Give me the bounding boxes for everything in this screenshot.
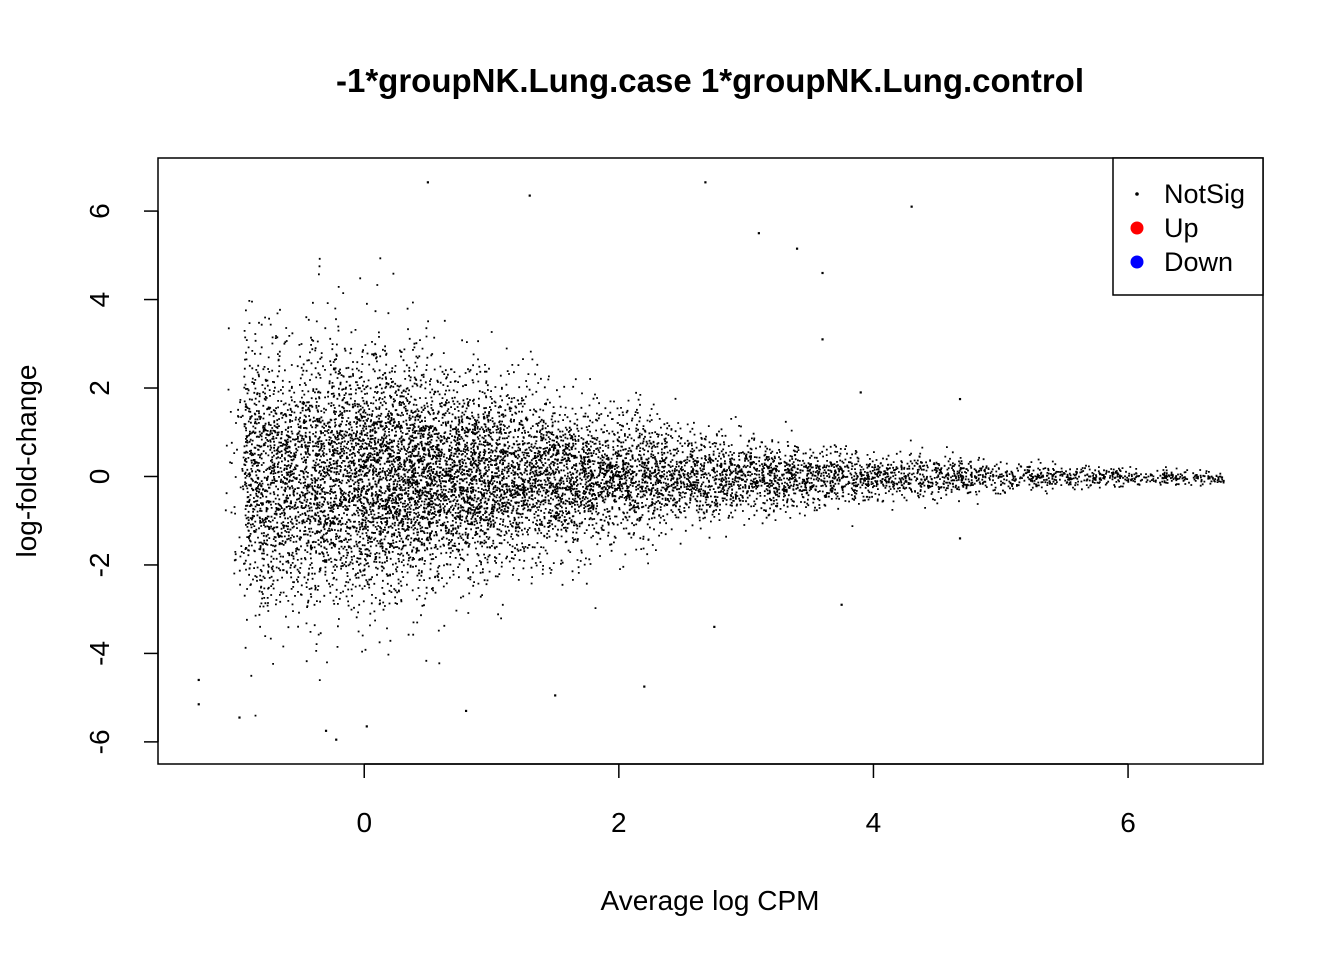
scatter-points	[197, 181, 1225, 741]
notsig-points	[224, 257, 1225, 717]
outlier-point	[859, 391, 862, 394]
legend-label: NotSig	[1164, 179, 1245, 209]
outlier-point	[821, 338, 824, 341]
outlier-point	[958, 397, 962, 401]
y-tick-label: 2	[84, 380, 115, 396]
y-axis-label: log-fold-change	[11, 364, 42, 557]
outlier-point	[365, 725, 368, 728]
x-tick-label: 2	[611, 807, 627, 838]
legend: NotSig Up Down	[1112, 157, 1264, 296]
x-tick-label: 6	[1120, 807, 1136, 838]
outlier-point	[840, 603, 843, 606]
outlier-point	[197, 678, 200, 682]
outlier-point	[643, 685, 646, 688]
outlier-point	[713, 625, 716, 628]
legend-marker	[1135, 192, 1139, 196]
x-tick-label: 0	[356, 807, 372, 838]
outlier-point	[528, 194, 531, 197]
chart-title: -1*groupNK.Lung.case 1*groupNK.Lung.cont…	[336, 62, 1084, 99]
x-tick-label: 4	[866, 807, 882, 838]
legend-label: Up	[1164, 213, 1199, 243]
outlier-point	[324, 729, 328, 732]
outlier-point	[958, 537, 962, 540]
x-axis: 0 2 4 6	[356, 763, 1136, 838]
legend-label: Down	[1164, 247, 1233, 277]
y-tick-label: -4	[84, 641, 115, 666]
y-tick-label: 6	[84, 203, 115, 219]
outlier-point	[795, 247, 799, 250]
x-axis-label: Average log CPM	[601, 885, 820, 916]
outlier-point	[757, 232, 760, 235]
outlier-point	[554, 694, 557, 697]
y-tick-label: 0	[84, 469, 115, 485]
y-axis: -6 -4 -2 0 2 4 6	[84, 203, 159, 754]
outlier-point	[910, 205, 913, 208]
outlier-point	[426, 181, 429, 184]
outlier-point	[335, 738, 338, 741]
outlier-point	[704, 181, 707, 184]
outlier-point	[821, 271, 824, 275]
y-tick-label: -6	[84, 729, 115, 754]
outlier-point	[197, 703, 200, 706]
outlier-point	[464, 709, 468, 713]
y-tick-label: 4	[84, 292, 115, 308]
legend-marker	[1130, 221, 1144, 235]
outlier-point	[238, 716, 241, 719]
legend-marker	[1130, 255, 1144, 269]
y-tick-label: -2	[84, 552, 115, 577]
